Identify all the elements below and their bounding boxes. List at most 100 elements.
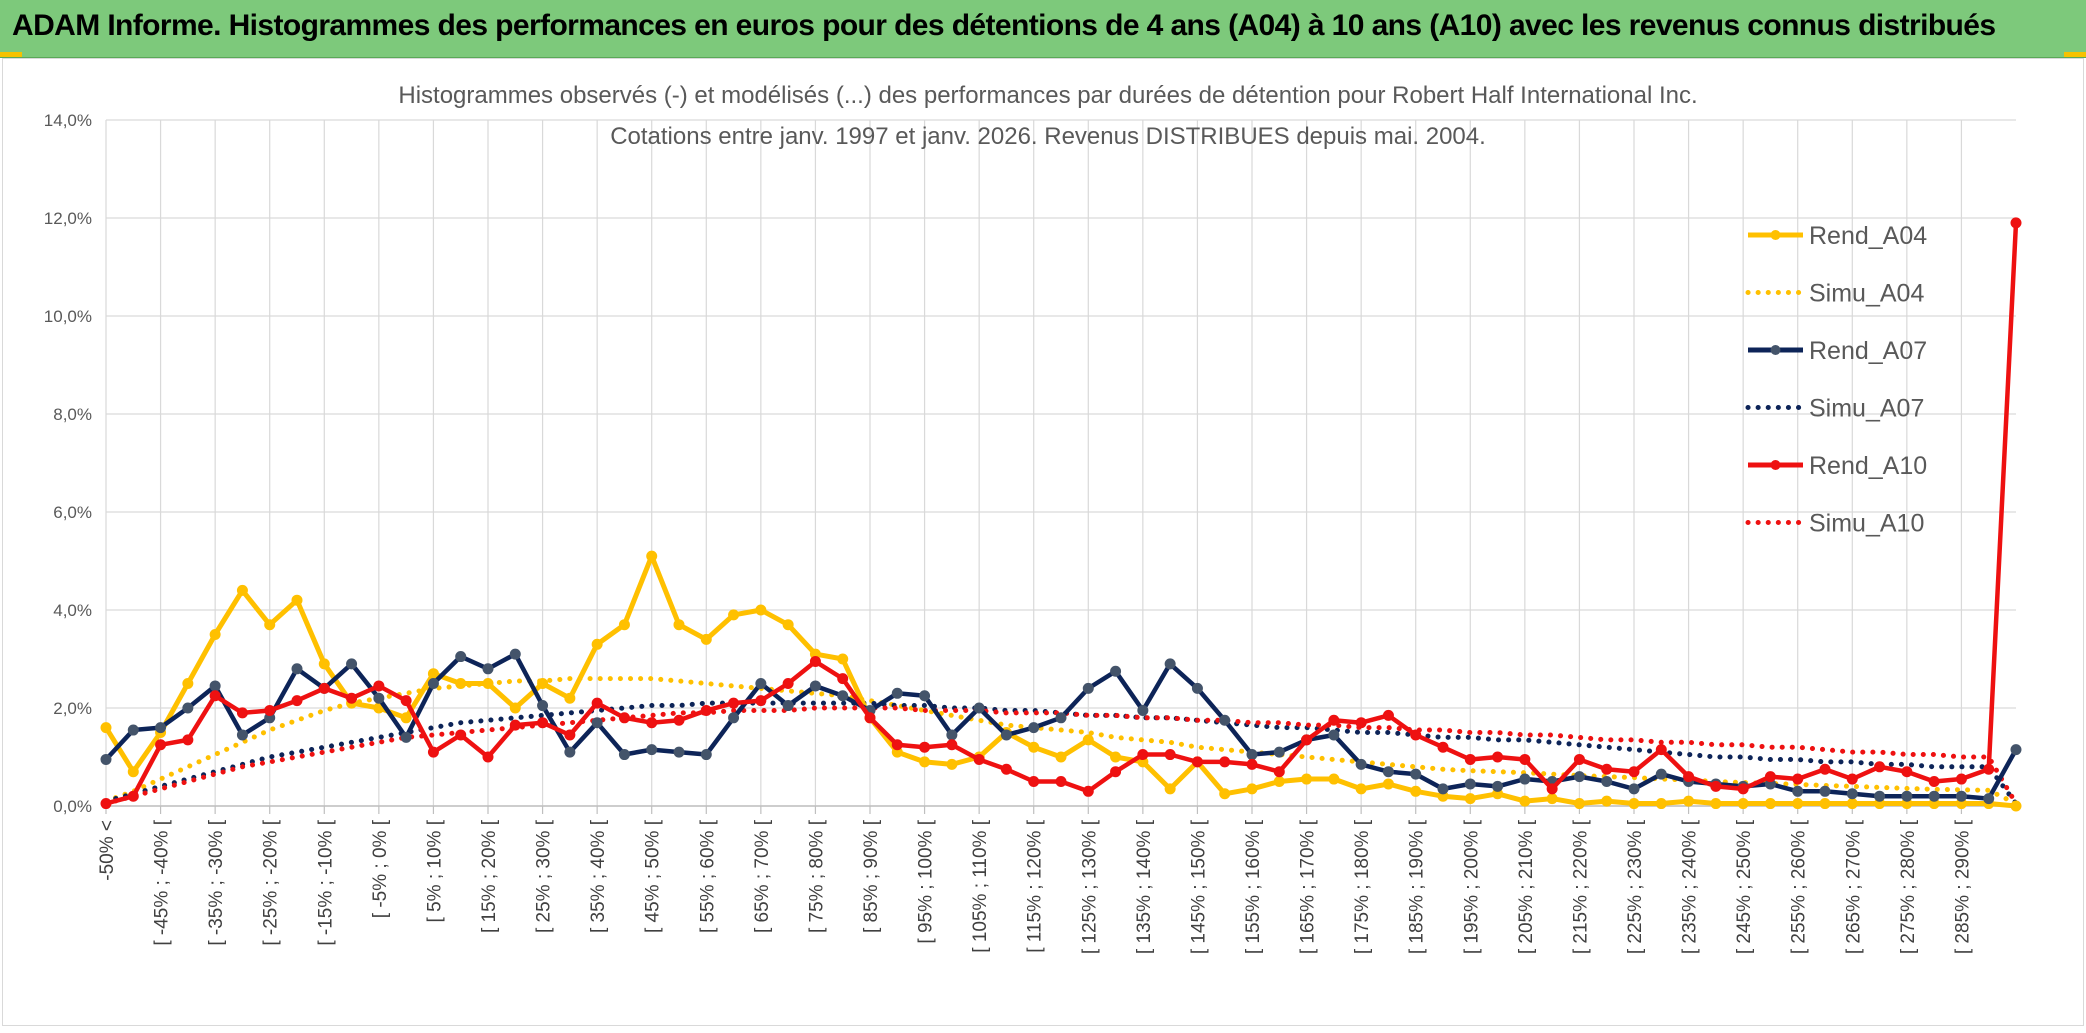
- legend-marker-rend-a04: [1770, 230, 1781, 240]
- data-point-rend-a10: [618, 712, 630, 724]
- x-tick-label: [ 165% ; 170% [: [1298, 819, 1319, 954]
- data-point-rend-a07: [1110, 665, 1122, 677]
- data-point-rend-a04: [646, 550, 658, 562]
- data-point-rend-a10: [1137, 749, 1149, 761]
- data-point-rend-a10: [373, 680, 385, 692]
- y-tick-label: 12,0%: [44, 209, 92, 228]
- data-point-rend-a10: [755, 695, 767, 707]
- data-point-rend-a07: [564, 746, 576, 758]
- y-tick-label: 0,0%: [53, 797, 92, 816]
- data-point-rend-a10: [291, 695, 303, 707]
- data-point-rend-a10: [318, 682, 330, 694]
- data-point-rend-a07: [155, 722, 167, 734]
- data-point-rend-a10: [1464, 753, 1476, 765]
- legend-label-simu-a07: Simu_A07: [1809, 395, 1924, 423]
- data-point-rend-a04: [837, 653, 849, 665]
- data-point-rend-a04: [1355, 783, 1367, 795]
- page-title: ADAM Informe. Histogrammes des performan…: [12, 9, 1996, 42]
- data-point-rend-a07: [1846, 788, 1858, 800]
- data-point-rend-a07: [1273, 746, 1285, 758]
- data-point-rend-a04: [673, 619, 685, 631]
- data-point-rend-a10: [1764, 771, 1776, 783]
- chart-svg: 0,0% 2,0% 4,0% 6,0% 8,0% 10,0% 12,0% 14,0% -50% …: [44, 82, 2022, 954]
- data-point-rend-a07: [346, 658, 358, 670]
- y-tick-label: 14,0%: [44, 111, 92, 130]
- legend-label-rend-a07: Rend_A07: [1809, 337, 1927, 365]
- data-point-rend-a10: [1846, 773, 1858, 785]
- data-point-rend-a10: [919, 741, 931, 753]
- x-tick-label: [ 195% ; 200% [: [1461, 819, 1482, 954]
- data-point-rend-a10: [809, 655, 821, 667]
- chart-frame: 0,0% 2,0% 4,0% 6,0% 8,0% 10,0% 12,0% 14,0% -50% …: [2, 58, 2084, 1026]
- data-point-rend-a04: [1301, 773, 1313, 785]
- data-point-rend-a10: [264, 704, 276, 716]
- data-point-rend-a07: [1901, 790, 1913, 802]
- data-point-rend-a07: [1355, 758, 1367, 770]
- data-point-rend-a10: [673, 714, 685, 726]
- series-line-rend-a04: [103, 553, 2017, 809]
- data-point-rend-a10: [400, 695, 412, 707]
- data-point-rend-a10: [1273, 766, 1285, 778]
- data-point-rend-a04: [1601, 795, 1613, 807]
- legend-label-rend-a10: Rend_A10: [1809, 452, 1927, 480]
- data-point-rend-a04: [1464, 793, 1476, 805]
- data-point-rend-a04: [1246, 783, 1258, 795]
- data-point-rend-a07: [618, 749, 630, 761]
- data-point-rend-a04: [782, 619, 794, 631]
- data-point-rend-a04: [1737, 798, 1749, 810]
- data-point-rend-a07: [782, 700, 794, 712]
- data-point-rend-a07: [646, 744, 658, 756]
- data-point-rend-a10: [2010, 217, 2022, 229]
- data-point-rend-a04: [1573, 798, 1585, 810]
- data-point-rend-a10: [1955, 773, 1967, 785]
- x-tick-label: [ 5% ; 10% [: [424, 819, 445, 922]
- data-point-rend-a04: [591, 638, 603, 650]
- x-tick-label: [ 265% ; 270% [: [1843, 819, 1864, 954]
- series-line-simu-a04: [103, 676, 2019, 806]
- data-point-rend-a07: [537, 700, 549, 712]
- data-point-rend-a10: [728, 697, 740, 709]
- data-point-rend-a07: [1246, 749, 1258, 761]
- x-tick-label: [ 285% ; 290% [: [1952, 819, 1973, 954]
- data-point-rend-a10: [1601, 763, 1613, 775]
- x-tick-label: [ 25% ; 30% [: [534, 819, 555, 933]
- data-point-rend-a07: [1492, 780, 1504, 792]
- data-point-rend-a04: [946, 758, 958, 770]
- data-point-rend-a10: [427, 746, 439, 758]
- x-tick-label: [ 95% ; 100% [: [916, 819, 937, 943]
- data-point-rend-a07: [182, 702, 194, 714]
- y-tick-label: 4,0%: [53, 601, 92, 620]
- data-point-rend-a04: [318, 658, 330, 670]
- data-point-rend-a07: [1983, 793, 1995, 805]
- data-point-rend-a07: [1573, 771, 1585, 783]
- data-point-rend-a04: [1382, 778, 1394, 790]
- data-point-rend-a10: [1492, 751, 1504, 763]
- data-point-rend-a07: [427, 678, 439, 689]
- data-point-rend-a07: [1519, 773, 1531, 785]
- data-point-rend-a07: [700, 749, 712, 761]
- data-point-rend-a07: [728, 712, 740, 724]
- data-point-rend-a10: [1683, 771, 1695, 783]
- data-point-rend-a04: [1028, 741, 1040, 753]
- data-point-rend-a10: [1928, 776, 1940, 787]
- chart-subtitle: Cotations entre janv. 1997 et janv. 2026…: [610, 123, 1486, 150]
- y-tick-label: 2,0%: [53, 699, 92, 718]
- data-point-rend-a10: [1191, 756, 1203, 768]
- legend-label-simu-a04: Simu_A04: [1809, 280, 1924, 308]
- legend-label-simu-a10: Simu_A10: [1809, 510, 1924, 538]
- data-point-rend-a10: [1355, 717, 1367, 729]
- data-point-rend-a07: [1000, 729, 1012, 741]
- data-point-rend-a07: [1191, 682, 1203, 694]
- data-point-rend-a10: [1110, 766, 1122, 778]
- series-line-simu-a07: [103, 700, 2019, 806]
- data-point-rend-a10: [482, 751, 494, 763]
- data-point-rend-a10: [182, 734, 194, 746]
- data-point-rend-a04: [1683, 795, 1695, 807]
- x-tick-label: [ -45% ; -40% [: [152, 819, 173, 945]
- data-point-rend-a07: [1137, 704, 1149, 716]
- data-point-rend-a10: [1328, 714, 1340, 726]
- data-point-rend-a07: [1819, 785, 1831, 797]
- data-point-rend-a07: [100, 753, 112, 765]
- x-tick-label: [ 115% ; 120% [: [1025, 819, 1046, 952]
- x-tick-label: [ 15% ; 20% [: [479, 819, 500, 933]
